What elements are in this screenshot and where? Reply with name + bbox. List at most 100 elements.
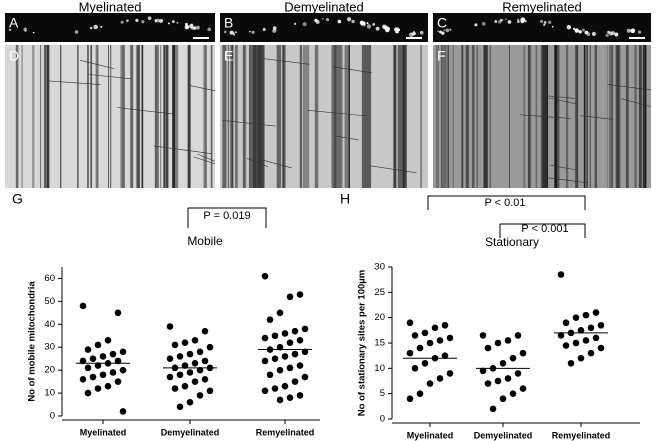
data-point (206, 343, 214, 351)
kymograph-track (32, 45, 35, 188)
kymograph-track (248, 45, 253, 188)
y-tick-label: 30 (374, 262, 385, 273)
mitochondrion-spot (321, 17, 324, 20)
data-point (296, 291, 304, 298)
kymograph-diagonal (541, 94, 575, 99)
kymograph-track (210, 45, 213, 188)
data-point (276, 343, 284, 351)
data-point (509, 390, 517, 397)
kymograph-track (465, 45, 469, 188)
kymograph-track (333, 45, 337, 188)
kymograph-track (616, 45, 618, 188)
kymograph-track (638, 45, 642, 188)
mitochondrion-spot (383, 26, 385, 28)
kymograph (5, 45, 215, 188)
kymograph-track (187, 45, 190, 188)
mitochondrion-spot (507, 20, 512, 24)
data-point (426, 380, 434, 387)
data-point (572, 314, 580, 321)
kymograph-track (203, 45, 205, 188)
kymograph-track (612, 45, 614, 188)
kymograph-track (46, 45, 50, 188)
kymograph-track (348, 45, 350, 188)
data-point (499, 395, 507, 403)
kymograph-track (90, 45, 92, 188)
significance-label: P < 0.001 (521, 223, 568, 235)
panel-label: H (340, 191, 350, 207)
kymograph-diagonal (369, 165, 417, 174)
kymograph-diagonal (263, 58, 310, 65)
data-point (286, 364, 294, 372)
significance-label: P = 0.019 (203, 210, 250, 222)
data-point (479, 332, 487, 339)
kymograph-track (361, 45, 372, 188)
mitochondrion-spot (251, 30, 255, 34)
kymograph-diagonal (117, 107, 173, 115)
mitochondrion-spot (171, 20, 175, 24)
data-point (271, 332, 279, 340)
mitochondrion-spot (608, 31, 613, 36)
significance-bracket (187, 207, 267, 228)
data-point (406, 319, 414, 327)
data-point (196, 366, 204, 374)
kymograph-track (95, 45, 98, 188)
data-point (281, 382, 289, 390)
kymograph-track (554, 45, 558, 188)
mitochondrion-spot (141, 20, 145, 24)
data-point (201, 327, 209, 335)
kymograph-track (589, 45, 591, 188)
kymograph-diagonal (607, 84, 652, 91)
kymograph-track (477, 45, 478, 188)
data-point (186, 350, 194, 358)
kymograph-track (141, 45, 144, 188)
kymograph-track (566, 45, 568, 188)
kymograph-diagonal (188, 84, 216, 92)
kymograph-track (242, 45, 245, 188)
data-point (166, 355, 174, 362)
data-point (109, 350, 117, 358)
kymograph-track (616, 45, 620, 188)
data-point (114, 357, 122, 365)
data-point (84, 346, 92, 353)
y-tick-label: 40 (44, 319, 55, 330)
mitochondrion-spot (637, 30, 642, 34)
data-point (286, 339, 294, 346)
kymograph-track (472, 45, 475, 188)
kymograph-diagonal (197, 153, 216, 162)
kymograph-track (163, 45, 165, 188)
kymograph-track (535, 45, 538, 188)
y-tick-label: 30 (44, 342, 55, 353)
mitochondrion-spot (547, 20, 552, 25)
panel-label: E (224, 48, 233, 64)
kymograph-track (108, 45, 109, 188)
data-point (597, 344, 605, 352)
mitochondrion-spot (366, 24, 372, 29)
kymograph-diagonal (541, 176, 589, 184)
data-point (494, 377, 502, 385)
kymograph-track (122, 45, 125, 188)
data-point (286, 394, 294, 401)
kymograph-track (121, 45, 124, 188)
kymograph-track (644, 45, 647, 188)
kymograph-track (441, 45, 445, 188)
data-point (171, 385, 179, 392)
data-point (281, 330, 289, 337)
kymograph-track (452, 45, 454, 188)
data-point (406, 349, 414, 357)
chart-title: Stationary (485, 235, 539, 249)
data-point (89, 355, 97, 362)
data-point (519, 385, 527, 392)
data-point (514, 332, 522, 339)
panel-label: D (9, 48, 19, 64)
data-point (186, 398, 194, 406)
mitochondrion-spot (234, 31, 237, 34)
data-point (592, 334, 600, 342)
kymograph-track (331, 45, 334, 188)
kymograph-track (642, 45, 646, 188)
micrograph (433, 13, 651, 42)
mitochondrion-spot (581, 28, 585, 32)
data-point (406, 395, 414, 403)
kymograph-track (40, 45, 42, 188)
kymograph-track (557, 45, 560, 188)
y-tick-label: 15 (374, 338, 385, 349)
